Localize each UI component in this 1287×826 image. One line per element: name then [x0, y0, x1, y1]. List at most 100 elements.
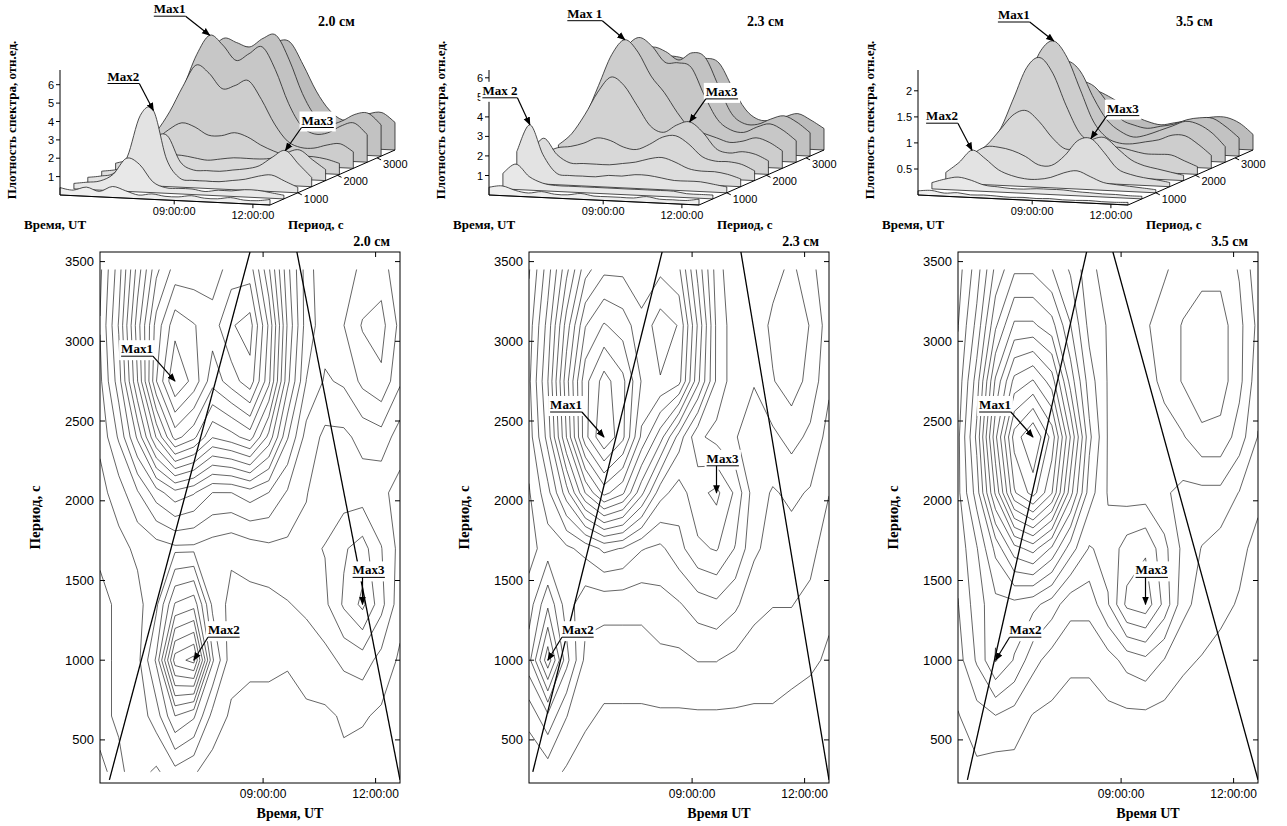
x-tick-label: 09:00:00 [153, 205, 196, 217]
label-patch [705, 450, 741, 470]
annotation-label: Max3 [707, 451, 739, 466]
x-tick [174, 200, 175, 204]
y-tick-label: 2000 [344, 175, 368, 187]
cone-line [1113, 252, 1258, 780]
surface-panel: 12345609:00:0012:00:00100020003000Плотно… [433, 5, 837, 232]
annotation-label: Max2 [108, 69, 140, 84]
label-patch [1008, 621, 1044, 641]
annotation-label: Max2 [208, 622, 240, 637]
annotation-label: Max2 [562, 622, 594, 637]
annotation-arrow [1091, 116, 1107, 139]
cone-line [533, 252, 662, 772]
z-tick [485, 155, 489, 156]
label-patch [206, 621, 242, 641]
y-tick [395, 261, 400, 262]
period-axis [1128, 150, 1253, 205]
annotation-label: Max 1 [567, 6, 602, 21]
annotation-label: Max3 [1107, 101, 1139, 116]
y-tick-label: 2000 [773, 175, 797, 187]
y-tick [395, 421, 400, 422]
period-axis [270, 150, 395, 205]
y-tick-label: 3000 [383, 158, 407, 170]
y-tick [529, 421, 534, 422]
y-tick-label: 2000 [65, 493, 94, 508]
label-underline [707, 465, 739, 466]
y-tick-label: 3500 [494, 254, 523, 269]
y-tick [1196, 175, 1200, 177]
surface-marks [60, 34, 395, 205]
annotation-label: Max3 [1136, 562, 1168, 577]
y-tick [100, 341, 105, 342]
y-tick-label: 1000 [494, 653, 523, 668]
x-tick [1121, 778, 1122, 783]
panel-title: 3.5 см [1211, 234, 1248, 249]
label-patch [351, 561, 387, 581]
label-underline [208, 637, 240, 638]
annotation-arrow [548, 637, 562, 660]
y-tick [958, 421, 963, 422]
y-tick [767, 175, 771, 177]
y-tick [100, 500, 105, 501]
density-axis [918, 70, 919, 195]
contour-line [169, 313, 253, 397]
z-axis-title: Плотность спектра, отн.ед. [862, 41, 877, 200]
y-tick [958, 739, 963, 740]
y-tick-label: 3000 [494, 334, 523, 349]
surface-marks [489, 37, 824, 205]
y-tick-label: 2500 [494, 414, 523, 429]
y-tick [824, 580, 829, 581]
annotation-label: Max3 [302, 113, 334, 128]
annotation-arrow [153, 356, 175, 381]
label-patch [106, 68, 142, 88]
z-tick-label: 1.5 [897, 111, 912, 123]
surface-panel: 12345609:00:0012:00:00100020003000Плотно… [4, 0, 408, 232]
contour-line [145, 270, 276, 455]
label-underline [1107, 115, 1139, 116]
y-tick [529, 739, 534, 740]
label-underline [926, 123, 958, 124]
contour-line [958, 518, 1258, 757]
contour-line [986, 297, 1078, 553]
x-axis-title: Время, UT [257, 806, 325, 821]
y-axis-title: Период, с [27, 485, 43, 549]
contour-marks [958, 252, 1258, 780]
contour-line [100, 570, 400, 772]
y-tick-label: 3000 [923, 334, 952, 349]
y-tick [1253, 261, 1258, 262]
label-underline [567, 20, 602, 21]
contour-line [993, 337, 1070, 536]
x-tick-label: 09:00:00 [582, 205, 625, 217]
contour-line [596, 371, 615, 449]
z-tick [914, 169, 918, 170]
z-tick-label: 6 [48, 79, 54, 91]
z-tick-label: 3 [477, 130, 483, 142]
contour-line [118, 270, 385, 706]
surface-ridge [517, 125, 727, 193]
z-tick [56, 158, 60, 159]
label-patch [548, 396, 584, 416]
annotation-arrow [194, 637, 208, 660]
contour-line [106, 270, 400, 733]
label-underline [1136, 577, 1168, 578]
label-patch [300, 112, 336, 132]
y-tick-label: 2500 [65, 414, 94, 429]
label-underline [154, 16, 186, 17]
annotation-arrow [362, 577, 363, 604]
label-patch [977, 396, 1013, 416]
x-tick-label: 09:00:00 [240, 787, 287, 801]
contour-line [970, 270, 1228, 662]
y-tick [824, 421, 829, 422]
panel-title: 2.0 см [318, 14, 355, 29]
x-tick [1233, 252, 1234, 257]
y-tick [824, 739, 829, 740]
x-axis-title: Время UT [687, 806, 751, 821]
y-tick [100, 660, 105, 661]
x-axis-title: Время, UT [453, 217, 515, 232]
y-tick [100, 580, 105, 581]
annotation-arrow [690, 99, 706, 122]
y-tick-label: 1500 [494, 573, 523, 588]
x-tick [692, 252, 693, 257]
y-tick-label: 1000 [304, 193, 328, 205]
x-tick [681, 204, 682, 208]
y-tick [958, 580, 963, 581]
